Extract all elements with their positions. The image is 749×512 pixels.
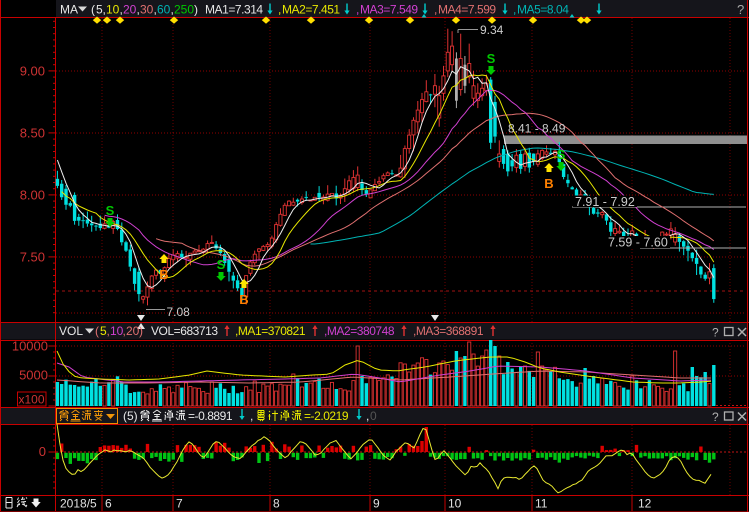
svg-text:): ) [194,3,198,17]
svg-text:10: 10 [448,497,462,511]
svg-text:8.00: 8.00 [20,188,45,203]
svg-text:MA2=7.451: MA2=7.451 [282,3,340,17]
svg-text:VOL=683713: VOL=683713 [151,324,218,338]
svg-text:): ) [139,324,143,338]
svg-text:2018/5: 2018/5 [60,497,97,511]
svg-text:,: , [250,409,253,423]
svg-text:MA4=7.599: MA4=7.599 [438,3,496,17]
svg-text:?: ? [712,410,719,424]
svg-text:10: 10 [106,3,120,17]
svg-text:9: 9 [373,497,380,511]
svg-text:8.41 - 8.49: 8.41 - 8.49 [508,122,566,136]
svg-text:S: S [487,51,496,66]
svg-text:9.00: 9.00 [20,64,45,79]
svg-text:250: 250 [174,3,194,17]
svg-text:0: 0 [370,409,377,423]
svg-text:11: 11 [535,497,548,511]
svg-text:,: , [123,324,126,338]
svg-text:MA: MA [60,3,78,17]
svg-text:5: 5 [96,3,103,17]
svg-text:,: , [120,3,123,17]
svg-text:B: B [239,292,248,307]
svg-text:,MA2=380748: ,MA2=380748 [324,324,395,338]
svg-text:=-2.0219: =-2.0219 [304,409,349,423]
svg-text:B: B [159,267,168,282]
svg-text:,MA3=368891: ,MA3=368891 [413,324,484,338]
svg-text:,: , [278,3,281,17]
svg-text:(: ( [91,3,95,17]
svg-text:=-0.8891: =-0.8891 [188,409,233,423]
svg-text:,: , [154,3,157,17]
svg-text:?: ? [712,326,719,340]
svg-text:7.59 - 7.60: 7.59 - 7.60 [608,235,668,249]
svg-text:60: 60 [157,3,171,17]
svg-text:7.91 - 7.92: 7.91 - 7.92 [575,195,635,209]
svg-text:0: 0 [39,444,46,459]
svg-text:,: , [107,324,110,338]
svg-text:(: ( [95,324,99,338]
svg-text:8.50: 8.50 [20,126,45,141]
svg-text:7.50: 7.50 [20,250,45,265]
svg-text:,: , [103,3,106,17]
svg-text:S: S [557,147,566,162]
svg-text:,: , [513,3,516,17]
svg-text:,MA1=370821: ,MA1=370821 [235,324,306,338]
svg-text:30: 30 [140,3,154,17]
svg-text:10: 10 [110,324,124,338]
svg-text:MA1=7.314: MA1=7.314 [205,3,263,17]
svg-text:7.08: 7.08 [167,305,191,319]
svg-text:7: 7 [176,497,183,511]
svg-text:MA3=7.549: MA3=7.549 [360,3,418,17]
svg-text:,: , [356,3,359,17]
svg-text:,: , [137,3,140,17]
svg-text:8: 8 [273,497,280,511]
svg-text:,: , [366,409,369,423]
svg-text:x100: x100 [18,393,44,407]
svg-text:6: 6 [105,497,112,511]
svg-text:VOL: VOL [59,324,83,338]
svg-text:MA5=8.04: MA5=8.04 [517,3,569,17]
svg-text:S: S [106,203,115,218]
svg-text:,: , [434,3,437,17]
svg-text:,: , [171,3,174,17]
svg-text:5: 5 [100,324,107,338]
svg-text:5000: 5000 [19,368,48,383]
svg-text:S: S [217,257,226,272]
svg-text:B: B [544,176,553,191]
svg-text:(5): (5) [123,409,138,423]
svg-text:10000: 10000 [12,339,48,354]
svg-text:20: 20 [123,3,137,17]
svg-text:9.34: 9.34 [480,23,504,37]
svg-text:?: ? [737,2,744,17]
svg-text:20: 20 [126,324,140,338]
svg-text:12: 12 [638,497,652,511]
